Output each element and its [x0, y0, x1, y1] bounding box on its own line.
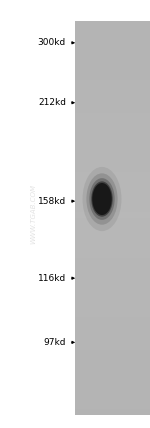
Bar — [75, 238, 150, 244]
Bar — [75, 166, 150, 172]
Bar — [75, 74, 150, 80]
Bar — [75, 179, 150, 185]
Text: 97kd: 97kd — [44, 338, 66, 347]
Bar — [75, 94, 150, 100]
Ellipse shape — [91, 181, 113, 217]
Bar — [75, 376, 150, 382]
Bar — [75, 409, 150, 415]
Bar — [75, 277, 150, 284]
Text: 116kd: 116kd — [38, 273, 66, 283]
Bar — [75, 336, 150, 343]
Bar — [75, 159, 150, 166]
Bar — [75, 87, 150, 94]
Ellipse shape — [82, 167, 122, 231]
Bar — [75, 205, 150, 212]
Bar — [75, 192, 150, 199]
Bar — [75, 126, 150, 133]
Bar — [75, 251, 150, 258]
Bar — [75, 369, 150, 376]
Bar — [75, 317, 150, 323]
Bar — [75, 21, 150, 28]
Bar — [75, 199, 150, 205]
Text: 300kd: 300kd — [38, 38, 66, 48]
Ellipse shape — [86, 173, 118, 225]
Bar — [75, 113, 150, 120]
Bar — [75, 140, 150, 146]
Bar — [75, 395, 150, 402]
Bar — [75, 343, 150, 350]
Bar — [75, 153, 150, 159]
Bar — [75, 382, 150, 389]
Bar — [75, 185, 150, 192]
Bar — [75, 303, 150, 310]
Bar — [75, 120, 150, 126]
Bar — [75, 172, 150, 179]
Bar — [75, 146, 150, 153]
Bar — [75, 323, 150, 330]
Bar — [75, 212, 150, 218]
Bar — [75, 356, 150, 363]
Bar — [75, 61, 150, 67]
Bar — [75, 232, 150, 238]
Bar — [75, 271, 150, 277]
Bar — [75, 310, 150, 317]
Bar — [75, 21, 150, 415]
Bar — [75, 35, 150, 41]
Bar — [75, 264, 150, 271]
Bar — [75, 402, 150, 409]
Bar — [75, 389, 150, 395]
Bar — [75, 133, 150, 140]
Bar — [75, 80, 150, 87]
Text: WWW.TGAB.COM: WWW.TGAB.COM — [30, 184, 36, 244]
Bar — [75, 67, 150, 74]
Bar — [75, 28, 150, 35]
Bar — [75, 284, 150, 291]
Bar — [75, 330, 150, 336]
Bar — [75, 54, 150, 61]
Bar — [75, 107, 150, 113]
Bar — [75, 297, 150, 303]
Bar — [75, 225, 150, 232]
Bar — [75, 48, 150, 54]
Text: 158kd: 158kd — [38, 196, 66, 206]
Bar — [75, 218, 150, 225]
Bar — [75, 291, 150, 297]
Bar — [75, 244, 150, 251]
Bar — [75, 258, 150, 264]
Bar — [75, 100, 150, 107]
Bar — [75, 350, 150, 356]
Ellipse shape — [89, 178, 115, 220]
Bar — [75, 363, 150, 369]
Text: 212kd: 212kd — [38, 98, 66, 107]
Ellipse shape — [92, 183, 112, 215]
Bar — [0, 0, 75, 428]
Bar — [75, 41, 150, 48]
